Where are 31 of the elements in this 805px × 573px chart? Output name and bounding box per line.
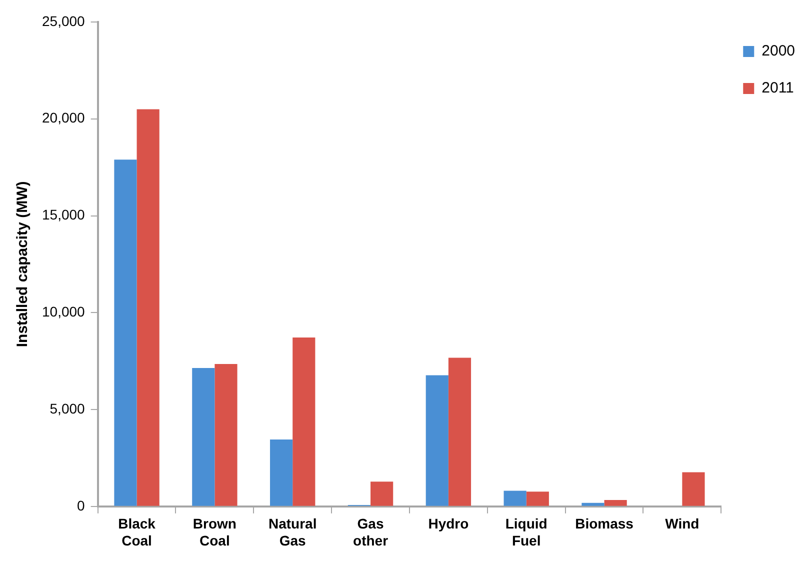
y-axis-title: Installed capacity (MW) xyxy=(14,181,32,348)
legend-label: 2011 xyxy=(762,80,794,97)
bar xyxy=(192,368,215,506)
bar xyxy=(114,160,137,506)
bar xyxy=(682,472,705,506)
bar xyxy=(604,500,627,506)
bar xyxy=(136,109,160,506)
bar xyxy=(292,337,316,506)
bar xyxy=(582,502,604,506)
bar xyxy=(370,482,394,506)
y-tick-label: 15,000 xyxy=(42,206,86,223)
bar xyxy=(526,492,549,506)
y-tick-label: 20,000 xyxy=(42,110,86,126)
x-tick-label: Liquid Fuel xyxy=(505,516,548,548)
y-tick-label: 25,000 xyxy=(42,12,86,29)
x-tick-label: Wind xyxy=(665,516,700,532)
bar xyxy=(426,375,448,506)
x-tick-label: Black Coal xyxy=(118,516,156,548)
bar xyxy=(448,358,472,506)
bar xyxy=(270,440,293,506)
bar xyxy=(214,364,238,506)
y-tick-label: 5,000 xyxy=(50,400,86,416)
x-tick-label: Gas other xyxy=(353,516,389,548)
x-tick-label: Biomass xyxy=(575,516,634,532)
y-tick-label: 10,000 xyxy=(42,304,86,320)
x-tick-label: Natural Gas xyxy=(268,516,317,548)
bar xyxy=(504,490,526,506)
y-tick-label: 0 xyxy=(77,497,86,514)
x-tick-label: Hydro xyxy=(428,516,469,532)
legend-label: 2000 xyxy=(762,42,796,60)
x-tick-label: Brown Coal xyxy=(192,516,236,548)
